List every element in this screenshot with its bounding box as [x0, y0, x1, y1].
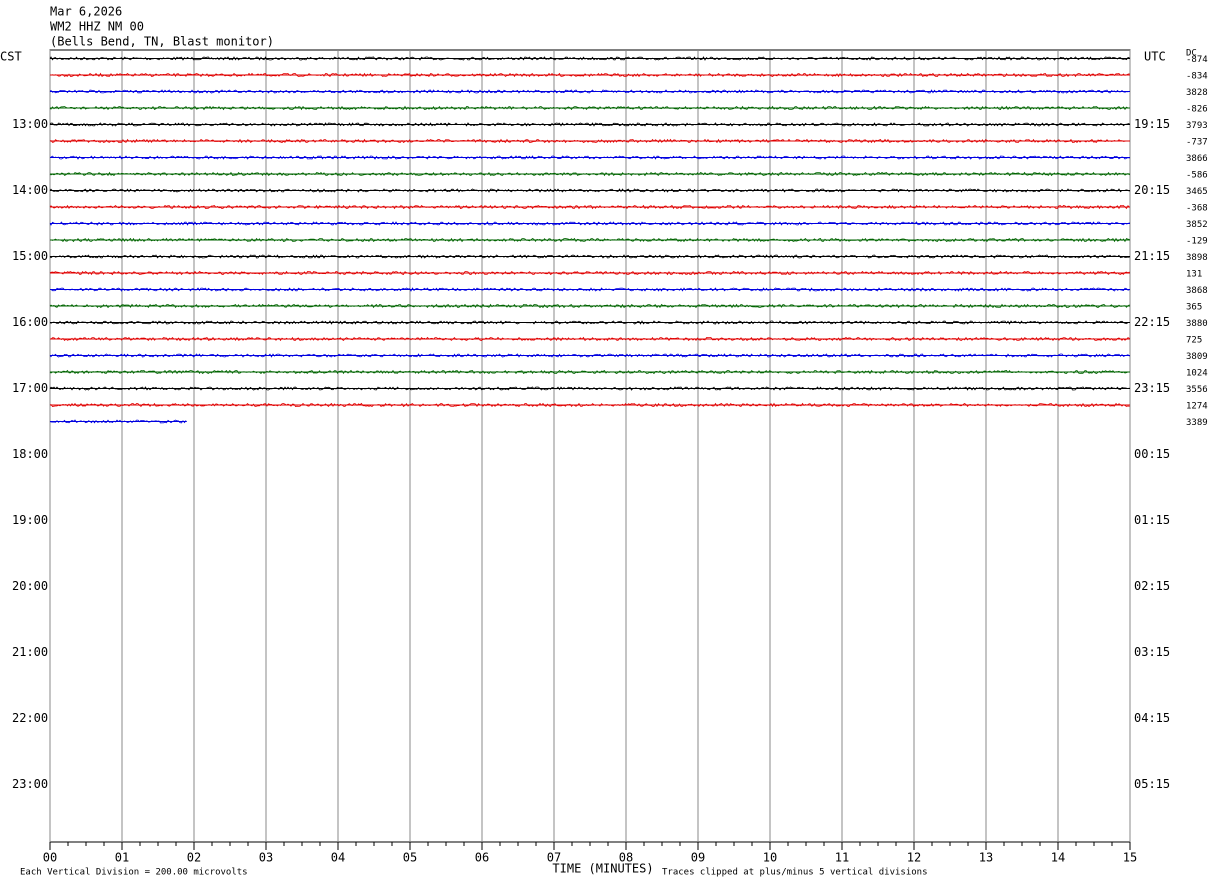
clip-note: Traces clipped at plus/minus 5 vertical …: [662, 868, 928, 878]
cst-hour-label: 22:00: [12, 711, 48, 725]
utc-hour-label: 23:15: [1134, 381, 1170, 395]
x-tick-label: 11: [835, 851, 849, 865]
trace-texture: [49, 188, 1130, 193]
dc-offset: -129: [1186, 237, 1208, 247]
trace-texture: [49, 122, 1130, 127]
dc-offset: -737: [1186, 138, 1208, 148]
dc-offset: -826: [1186, 105, 1208, 115]
utc-hour-label: 05:15: [1134, 777, 1170, 791]
cst-hour-label: 15:00: [12, 249, 48, 263]
left-zone: CST: [0, 50, 22, 64]
x-tick-label: 04: [331, 851, 345, 865]
utc-hour-label: 01:15: [1134, 513, 1170, 527]
utc-hour-label: 03:15: [1134, 645, 1170, 659]
cst-hour-label: 20:00: [12, 579, 48, 593]
x-axis-label: TIME (MINUTES): [552, 862, 653, 876]
cst-hour-label: 21:00: [12, 645, 48, 659]
x-tick-label: 09: [691, 851, 705, 865]
right-zone: UTC: [1144, 50, 1166, 64]
dc-offset: 3793: [1186, 121, 1208, 131]
x-tick-label: 08: [619, 851, 633, 865]
cst-hour-label: 16:00: [12, 315, 48, 329]
cst-hour-label: 13:00: [12, 117, 48, 131]
cst-hour-label: 19:00: [12, 513, 48, 527]
dc-offset: 3828: [1186, 88, 1208, 98]
x-tick-label: 12: [907, 851, 921, 865]
dc-offset: 3866: [1186, 154, 1208, 164]
x-tick-label: 14: [1051, 851, 1065, 865]
utc-hour-label: 04:15: [1134, 711, 1170, 725]
cst-hour-label: 17:00: [12, 381, 48, 395]
dc-offset: 3868: [1186, 286, 1208, 296]
dc-offset: 3465: [1186, 187, 1208, 197]
utc-hour-label: 02:15: [1134, 579, 1170, 593]
cst-hour-label: 14:00: [12, 183, 48, 197]
x-tick-label: 10: [763, 851, 777, 865]
x-tick-label: 07: [547, 851, 561, 865]
offset-header: DC: [1186, 49, 1197, 59]
dc-offset: 131: [1186, 270, 1202, 280]
title-line: Mar 6,2026: [50, 5, 122, 19]
x-tick-label: 02: [187, 851, 201, 865]
dc-offset: 3880: [1186, 319, 1208, 329]
dc-offset: -586: [1186, 171, 1208, 181]
trace-texture: [49, 419, 187, 424]
x-tick-label: 01: [115, 851, 129, 865]
x-tick-label: 13: [979, 851, 993, 865]
utc-hour-label: 22:15: [1134, 315, 1170, 329]
x-tick-label: 15: [1123, 851, 1137, 865]
title-line: (Bells Bend, TN, Blast monitor): [50, 35, 274, 49]
x-tick-label: 05: [403, 851, 417, 865]
dc-offset: 725: [1186, 336, 1202, 346]
utc-hour-label: 21:15: [1134, 249, 1170, 263]
dc-offset: 3852: [1186, 220, 1208, 230]
x-tick-label: 00: [43, 851, 57, 865]
dc-offset: -834: [1186, 72, 1208, 82]
x-tick-label: 06: [475, 851, 489, 865]
trace-texture: [49, 270, 1130, 276]
cst-hour-label: 18:00: [12, 447, 48, 461]
dc-offset: -368: [1186, 204, 1208, 214]
dc-offset: 3898: [1186, 253, 1208, 263]
cst-hour-label: 23:00: [12, 777, 48, 791]
utc-hour-label: 00:15: [1134, 447, 1170, 461]
title-line: WM2 HHZ NM 00: [50, 20, 144, 34]
dc-offset: 3809: [1186, 352, 1208, 362]
dc-offset: -874: [1186, 55, 1208, 65]
utc-hour-label: 19:15: [1134, 117, 1170, 131]
dc-offset: 1024: [1186, 369, 1208, 379]
dc-offset: 365: [1186, 303, 1202, 313]
dc-offset: 1274: [1186, 402, 1208, 412]
x-tick-label: 03: [259, 851, 273, 865]
dc-offset: 3389: [1186, 418, 1208, 428]
dc-offset: 3556: [1186, 385, 1208, 395]
utc-hour-label: 20:15: [1134, 183, 1170, 197]
scale-note: Each Vertical Division = 200.00 microvol…: [20, 868, 248, 878]
